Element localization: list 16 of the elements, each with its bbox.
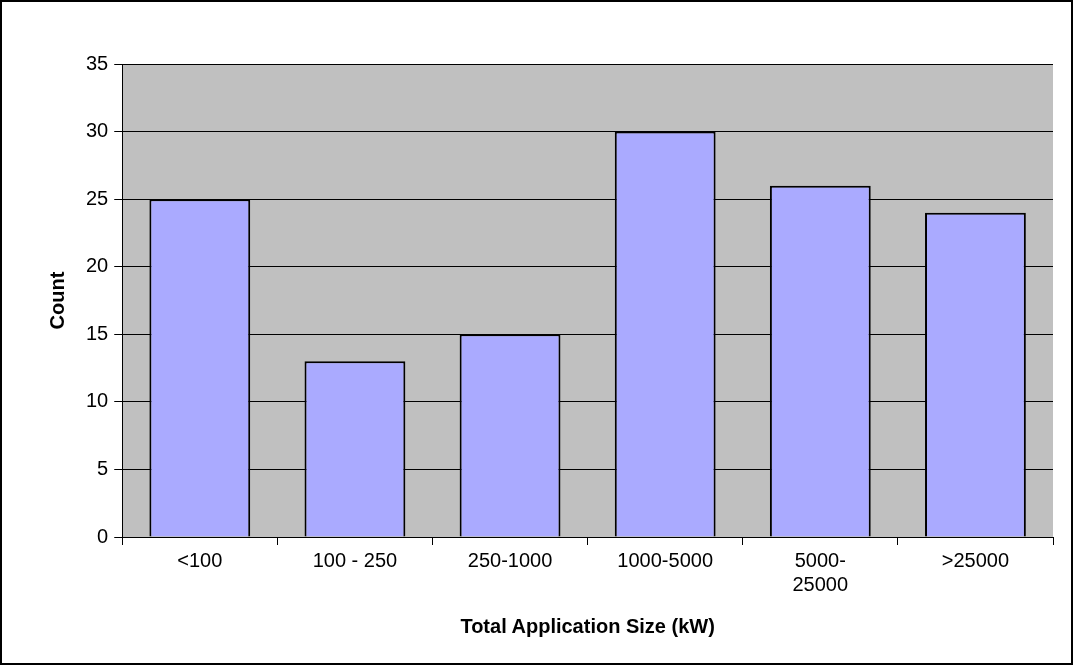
- x-tick-label: >25000: [941, 548, 1010, 571]
- x-axis-title: Total Application Size (kW): [460, 614, 715, 637]
- x-tick-label: <100: [177, 548, 223, 571]
- y-tick-label: 20: [86, 254, 109, 277]
- y-tick-label: 10: [86, 389, 109, 412]
- y-tick-label: 5: [97, 456, 109, 479]
- x-tick-label: 5000-25000: [792, 548, 849, 595]
- y-tick-label: 30: [86, 119, 109, 142]
- x-tick-label: 1000-5000: [617, 548, 714, 571]
- y-axis-title: Count: [45, 271, 68, 330]
- y-tick-label: 15: [86, 321, 109, 344]
- y-tick-label: 0: [97, 524, 109, 547]
- x-tick-label: 250-1000: [467, 548, 553, 571]
- y-tick-label: 25: [86, 186, 109, 209]
- y-tick-label: 35: [86, 51, 109, 74]
- x-tick-label: 100 - 250: [312, 548, 398, 571]
